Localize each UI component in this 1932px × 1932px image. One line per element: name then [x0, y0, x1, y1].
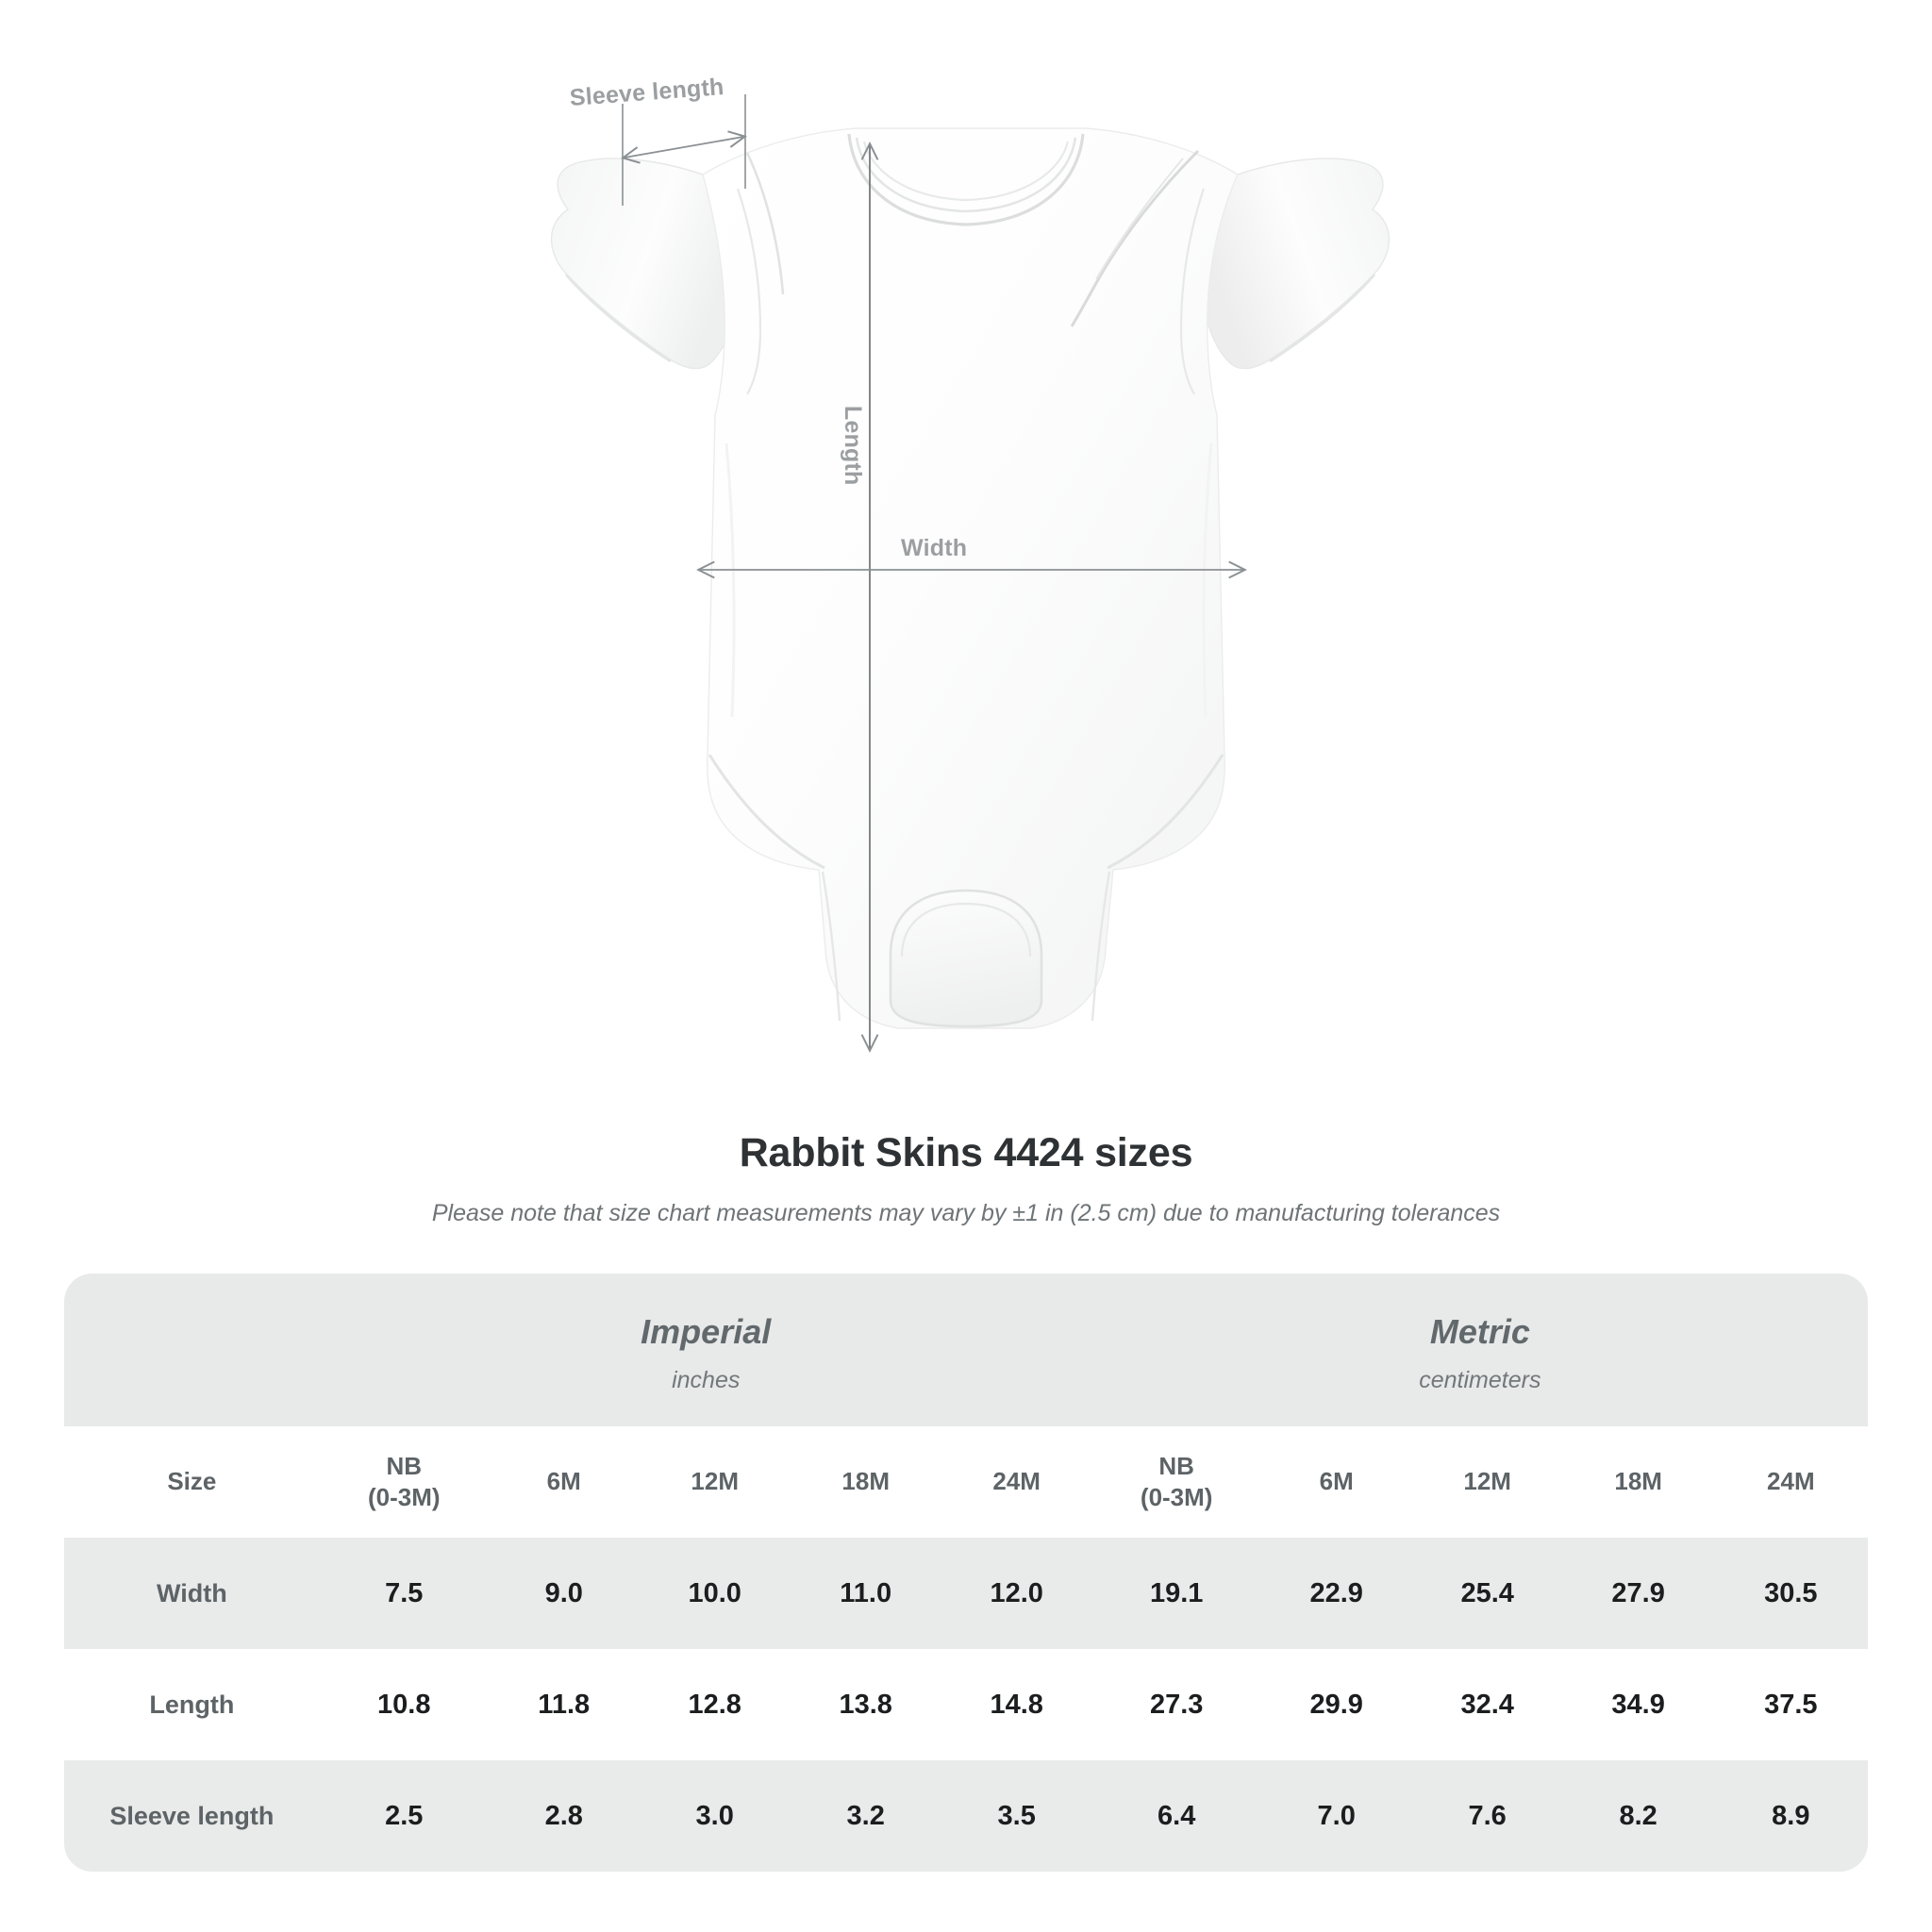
- right-shoulder-lap-seam-2: [1095, 158, 1184, 280]
- column-header-imperial-24m: 24M: [941, 1426, 1092, 1538]
- cell-sleeve-metric-24m: 8.9: [1713, 1760, 1868, 1872]
- cell-sleeve-metric-12m: 7.6: [1411, 1760, 1563, 1872]
- cell-length-imperial-6m: 11.8: [488, 1649, 640, 1760]
- cell-sleeve-imperial-nb: 2.5: [319, 1760, 489, 1872]
- cell-sleeve-imperial-6m: 2.8: [488, 1760, 640, 1872]
- crotch-snap-flap-binding: [900, 902, 1032, 958]
- right-sleeve-cuff: [1269, 274, 1376, 363]
- cell-length-metric-6m: 29.9: [1260, 1649, 1412, 1760]
- cell-width-imperial-12m: 10.0: [639, 1538, 791, 1649]
- column-header-metric-12m: 12M: [1411, 1426, 1563, 1538]
- cell-sleeve-imperial-24m: 3.5: [941, 1760, 1092, 1872]
- cell-sleeve-imperial-12m: 3.0: [639, 1760, 791, 1872]
- cell-width-imperial-nb: 7.5: [319, 1538, 489, 1649]
- cell-length-imperial-24m: 14.8: [941, 1649, 1092, 1760]
- crotch-snap-flap: [889, 889, 1043, 1028]
- size-chart-table: Imperial inches Metric centimeters Size …: [64, 1274, 1868, 1872]
- unit-group-metric: Metric centimeters: [1091, 1274, 1868, 1426]
- cell-sleeve-imperial-18m: 3.2: [790, 1760, 941, 1872]
- cell-width-metric-18m: 27.9: [1562, 1538, 1714, 1649]
- column-header-imperial-18m: 18M: [790, 1426, 941, 1538]
- left-shoulder-seam: [745, 152, 785, 295]
- column-header-metric-nb: NB (0-3M): [1091, 1426, 1261, 1538]
- cell-length-imperial-12m: 12.8: [639, 1649, 791, 1760]
- unit-group-imperial-sub: inches: [672, 1366, 741, 1393]
- row-header-width: Width: [64, 1538, 320, 1649]
- cell-width-imperial-6m: 9.0: [488, 1538, 640, 1649]
- width-dimension-label: Width: [901, 535, 968, 561]
- cell-length-metric-nb: 27.3: [1091, 1649, 1261, 1760]
- cell-length-imperial-18m: 13.8: [790, 1649, 941, 1760]
- column-header-imperial-nb-main: NB: [386, 1451, 423, 1480]
- size-chart-table-container: Imperial inches Metric centimeters Size …: [64, 1274, 1868, 1872]
- unit-group-metric-name: Metric: [1429, 1311, 1530, 1351]
- column-header-metric-24m: 24M: [1713, 1426, 1868, 1538]
- right-shoulder-lap-seam: [1070, 149, 1200, 327]
- column-header-imperial-12m: 12M: [639, 1426, 791, 1538]
- table-row: Width 7.5 9.0 10.0 11.0 12.0 19.1 22.9 2…: [64, 1538, 1868, 1649]
- cell-width-imperial-24m: 12.0: [941, 1538, 1092, 1649]
- left-sleeve-cuff: [564, 274, 672, 363]
- cell-length-imperial-nb: 10.8: [319, 1649, 489, 1760]
- table-row: Sleeve length 2.5 2.8 3.0 3.2 3.5 6.4 7.…: [64, 1760, 1868, 1872]
- unit-row-spacer: [64, 1274, 320, 1426]
- title-block: Rabbit Skins 4424 sizes Please note that…: [0, 1130, 1932, 1227]
- cell-width-metric-12m: 25.4: [1411, 1538, 1563, 1649]
- onesie-garment-shape: [550, 127, 1391, 1029]
- unit-group-imperial-name: Imperial: [641, 1311, 772, 1351]
- column-header-size: Size: [64, 1426, 320, 1538]
- cell-length-metric-12m: 32.4: [1411, 1649, 1563, 1760]
- hem-seam-left: [708, 754, 825, 870]
- right-armhole-seam: [1179, 188, 1206, 395]
- cell-sleeve-metric-nb: 6.4: [1091, 1760, 1261, 1872]
- onesie-diagram-svg: [550, 94, 1391, 1113]
- column-header-metric-nb-main: NB: [1158, 1451, 1194, 1480]
- column-header-imperial-nb-sub: (0-3M): [367, 1483, 441, 1511]
- hem-seam-right: [1107, 754, 1224, 870]
- unit-group-imperial: Imperial inches: [319, 1274, 1092, 1426]
- cell-sleeve-metric-6m: 7.0: [1260, 1760, 1412, 1872]
- left-armhole-seam: [736, 188, 762, 395]
- size-header-row: Size NB (0-3M) 6M 12M 18M 24M NB (0-3M) …: [64, 1426, 1868, 1538]
- cell-length-metric-18m: 34.9: [1562, 1649, 1714, 1760]
- tolerance-note: Please note that size chart measurements…: [431, 1200, 1501, 1226]
- cell-width-metric-nb: 19.1: [1091, 1538, 1261, 1649]
- cell-sleeve-metric-18m: 8.2: [1562, 1760, 1714, 1872]
- sleeve-length-arrow: [625, 137, 743, 158]
- column-header-metric-18m: 18M: [1562, 1426, 1714, 1538]
- column-header-imperial-6m: 6M: [488, 1426, 640, 1538]
- cell-width-metric-24m: 30.5: [1713, 1538, 1868, 1649]
- cell-width-metric-6m: 22.9: [1260, 1538, 1412, 1649]
- unit-system-row: Imperial inches Metric centimeters: [64, 1274, 1868, 1426]
- column-header-metric-nb-sub: (0-3M): [1140, 1483, 1213, 1511]
- garment-illustration: Sleeve length Length Width: [550, 74, 1391, 1113]
- length-dimension-label: Length: [840, 406, 866, 486]
- crotch-leg-binding-right: [1091, 871, 1111, 1022]
- row-header-sleeve-length: Sleeve length: [64, 1760, 320, 1872]
- row-header-length: Length: [64, 1649, 320, 1760]
- measurement-guides: [623, 94, 1243, 1049]
- crotch-leg-binding-left: [821, 871, 841, 1022]
- page-title: Rabbit Skins 4424 sizes: [739, 1130, 1193, 1175]
- column-header-imperial-nb: NB (0-3M): [319, 1426, 489, 1538]
- cell-length-metric-24m: 37.5: [1713, 1649, 1868, 1760]
- unit-group-metric-sub: centimeters: [1419, 1366, 1541, 1393]
- column-header-metric-6m: 6M: [1260, 1426, 1412, 1538]
- table-row: Length 10.8 11.8 12.8 13.8 14.8 27.3 29.…: [64, 1649, 1868, 1760]
- cell-width-imperial-18m: 11.0: [790, 1538, 941, 1649]
